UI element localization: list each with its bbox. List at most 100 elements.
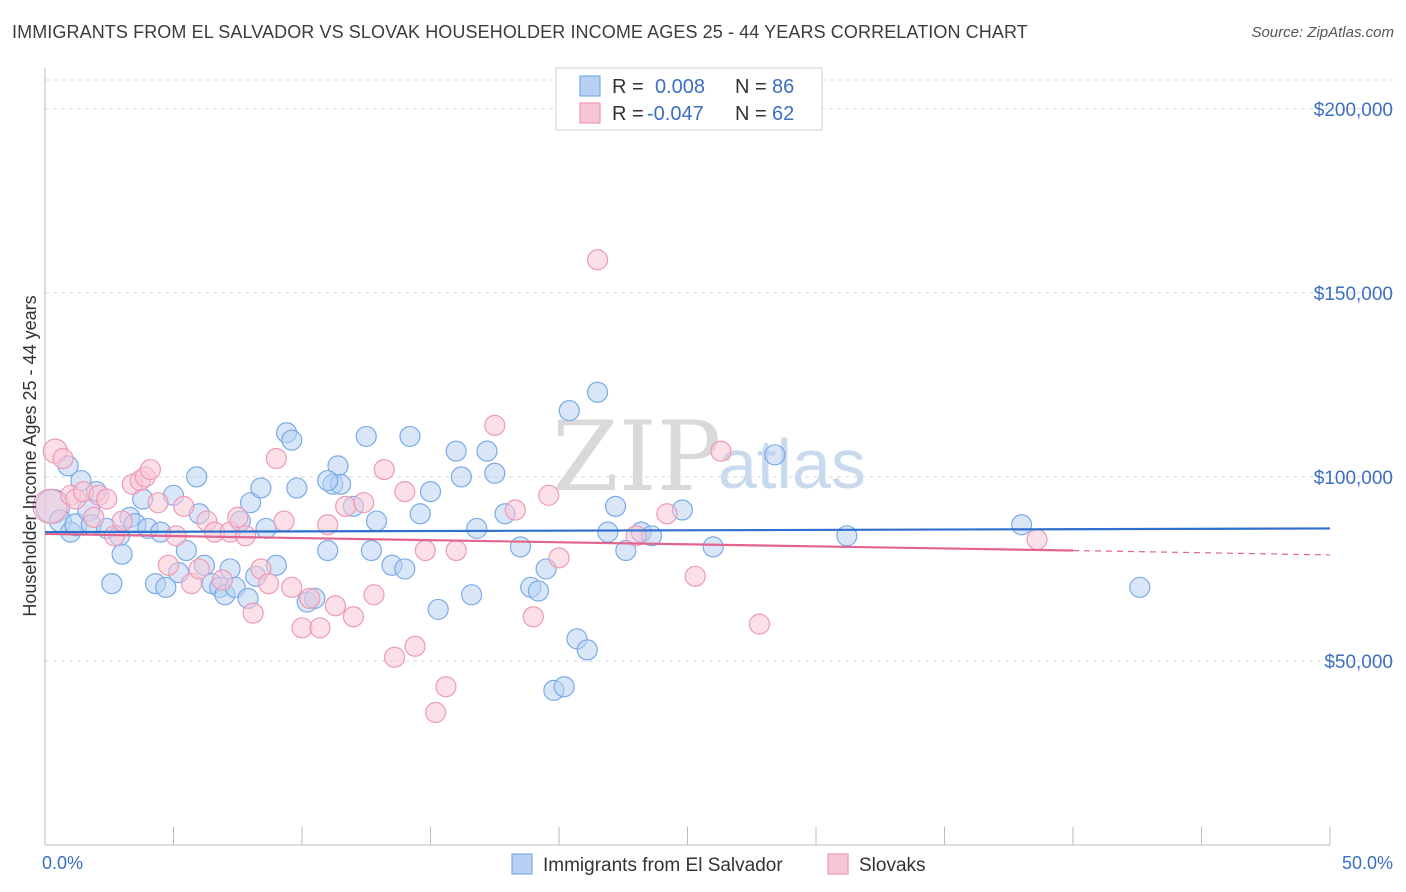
point-slovaks	[656, 503, 678, 525]
point-slovaks	[710, 440, 732, 462]
watermark-zip: ZIP	[552, 401, 721, 513]
point-el-salvador	[553, 676, 575, 698]
point-el-salvador	[186, 466, 208, 488]
point-slovaks	[281, 576, 303, 598]
point-el-salvador	[615, 539, 637, 562]
point-slovaks	[291, 617, 313, 639]
y-axis-label: Householder Income Ages 25 - 44 years	[20, 295, 40, 616]
point-el-salvador	[450, 466, 472, 488]
point-el-salvador	[317, 539, 339, 562]
point-slovaks	[157, 554, 179, 576]
series-swatch-blue	[511, 853, 533, 875]
point-el-salvador	[427, 598, 449, 621]
point-slovaks	[96, 488, 118, 510]
point-el-salvador	[360, 539, 382, 562]
point-el-salvador	[101, 573, 123, 595]
point-slovaks	[425, 701, 447, 724]
series-name-1: Slovaks	[859, 855, 926, 876]
point-slovaks	[538, 484, 560, 506]
point-slovaks	[324, 595, 347, 617]
point-el-salvador	[466, 517, 488, 540]
point-slovaks	[265, 447, 287, 470]
point-slovaks	[188, 558, 210, 580]
point-el-salvador	[1010, 514, 1033, 536]
legend-n-value-1: 62	[772, 103, 794, 125]
point-el-salvador	[558, 400, 580, 422]
point-el-salvador	[240, 492, 262, 514]
trend-line-el-salvador	[44, 527, 1331, 534]
point-slovaks	[504, 499, 526, 521]
point-el-salvador	[281, 429, 303, 451]
trend-lines	[44, 527, 1331, 556]
point-slovaks	[299, 587, 321, 609]
point-slovaks	[32, 488, 68, 524]
point-slovaks	[342, 606, 364, 628]
point-el-salvador	[255, 517, 277, 540]
point-slovaks	[383, 646, 406, 668]
point-slovaks	[273, 510, 295, 532]
chart-title: IMMIGRANTS FROM EL SALVADOR VS SLOVAK HO…	[12, 22, 1028, 42]
point-el-salvador	[175, 539, 197, 562]
point-el-salvador	[317, 469, 339, 492]
point-slovaks	[414, 539, 436, 562]
point-el-salvador	[155, 576, 177, 598]
point-slovaks	[394, 481, 416, 503]
point-el-salvador	[286, 477, 308, 499]
point-el-salvador	[527, 580, 550, 602]
point-slovaks	[445, 539, 467, 562]
legend-swatch-blue	[579, 75, 601, 97]
legend-n-value-0: 86	[772, 76, 794, 98]
legend-r-label-1: R =	[612, 103, 644, 125]
point-slovaks	[335, 495, 357, 517]
point-slovaks	[211, 569, 233, 591]
point-el-salvador	[461, 584, 483, 606]
series-name-0: Immigrants from El Salvador	[543, 855, 783, 876]
point-el-salvador	[111, 543, 133, 565]
point-slovaks	[353, 492, 375, 514]
trend-line-slovaks-extension	[1072, 549, 1331, 556]
point-slovaks	[173, 495, 195, 517]
x-tick-label: 0.0%	[42, 853, 83, 873]
point-slovaks	[242, 602, 264, 624]
point-slovaks	[317, 514, 339, 536]
point-el-salvador	[419, 481, 442, 503]
point-el-salvador	[586, 381, 609, 403]
axes	[44, 68, 1331, 846]
point-slovaks	[748, 613, 771, 635]
y-tick-label: $150,000	[1314, 284, 1393, 305]
point-el-salvador	[399, 425, 421, 448]
point-el-salvador	[365, 510, 388, 532]
point-slovaks	[147, 492, 169, 514]
point-el-salvador	[509, 536, 532, 558]
y-tick-label: $200,000	[1314, 100, 1393, 121]
point-slovaks	[684, 565, 706, 587]
data-points	[32, 249, 1151, 724]
point-slovaks	[111, 510, 133, 532]
watermark-atlas: atlas	[718, 425, 866, 503]
point-slovaks	[363, 584, 385, 606]
point-el-salvador	[355, 425, 377, 448]
point-slovaks	[522, 606, 544, 628]
trend-line-slovaks	[44, 532, 1074, 552]
legend-swatch-pink	[579, 102, 601, 124]
point-slovaks	[52, 447, 74, 470]
point-slovaks	[139, 458, 161, 481]
correlation-legend: R = 0.008 N = 86 R = -0.047 N = 62	[555, 67, 823, 131]
point-el-salvador	[250, 477, 272, 499]
point-slovaks	[548, 547, 570, 569]
legend-r-value-0: 0.008	[655, 76, 705, 98]
series-swatch-pink	[827, 853, 849, 875]
point-el-salvador	[445, 440, 467, 462]
legend-r-label-0: R =	[612, 76, 644, 98]
point-slovaks	[586, 249, 609, 271]
point-el-salvador	[409, 503, 431, 525]
series-legend: Immigrants from El Salvador Slovaks	[511, 853, 926, 876]
point-slovaks	[309, 617, 331, 639]
point-slovaks	[373, 458, 395, 481]
point-slovaks	[435, 676, 457, 698]
point-el-salvador	[576, 639, 598, 661]
legend-n-label-1: N =	[735, 103, 767, 125]
point-slovaks	[83, 506, 105, 528]
point-el-salvador	[764, 444, 786, 466]
